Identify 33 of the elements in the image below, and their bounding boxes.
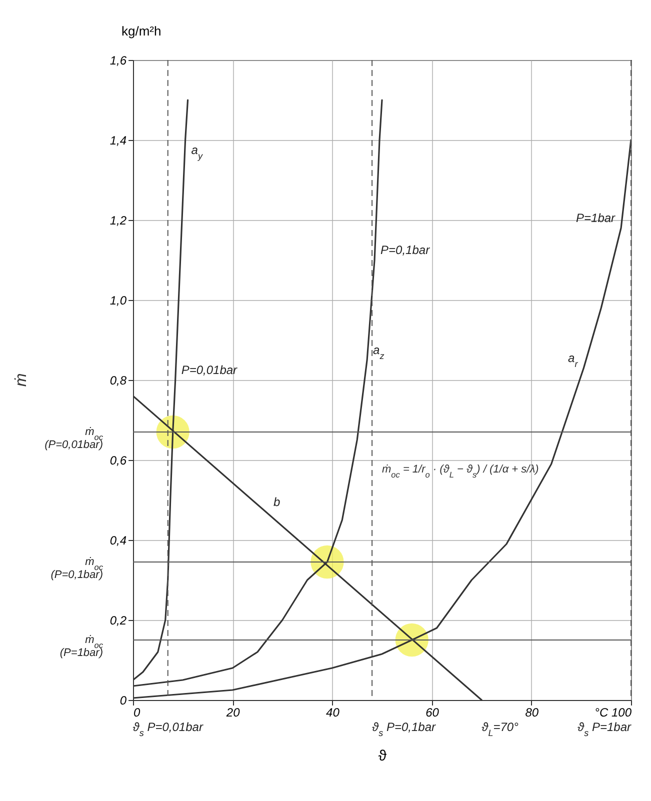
x-tick-label: 20: [225, 706, 240, 720]
x-tick-label: 80: [525, 706, 539, 720]
x-tick-label: °C 100: [594, 706, 632, 720]
x-tick-label: 40: [326, 706, 340, 720]
annotation: ϑ$_{L}$=70°: [482, 720, 519, 738]
annotation: a$_{r}$: [568, 351, 579, 369]
annotation: ṁ$_{oc}$ (P=0,1bar): [50, 556, 104, 581]
annotation: ṁ$_{oc}$ (P=0,01bar): [44, 426, 104, 451]
y-tick-label: 1,2: [110, 214, 127, 228]
y-axis-title: kg/m²h: [122, 24, 162, 38]
text: ṁ: [13, 373, 30, 387]
x-axis-title: ϑ: [378, 748, 388, 764]
annotation: ṁ$_{oc}$ (P=1bar): [60, 634, 104, 659]
x-tick-label: 0: [134, 706, 140, 720]
y-tick-label: 0,8: [110, 374, 127, 388]
y-tick-label: 0,6: [110, 454, 127, 468]
y-tick-label: 1,0: [110, 294, 127, 308]
annotation: P=1bar: [576, 211, 616, 225]
y-tick-label: 1,4: [110, 134, 127, 148]
annotation: ϑ$_{s}$ P=1bar: [578, 720, 632, 738]
annotation: P=0,01bar: [181, 363, 238, 377]
annotation: a$_{y}$: [191, 143, 203, 161]
annotation: b: [273, 495, 280, 509]
y-tick-label: 1,6: [110, 54, 127, 68]
annotation: a$_{z}$: [373, 343, 385, 361]
x-tick-label: 60: [426, 706, 440, 720]
annotation: ϑ$_{s}$ P=0,01bar: [132, 720, 204, 738]
annotation: P=0,1bar: [380, 243, 431, 257]
y-tick-label: 0,2: [110, 614, 127, 628]
y-tick-label: 0: [120, 694, 127, 708]
y-tick-label: 0,4: [110, 534, 127, 548]
annotation: ϑ$_{s}$ P=0,1bar: [372, 720, 437, 738]
text: ṁ$_{oc}$ = 1/r$_{o}$ · (ϑ$_{L}$ − ϑ$_{s}$) / (1/α + s/λ): [382, 464, 539, 480]
